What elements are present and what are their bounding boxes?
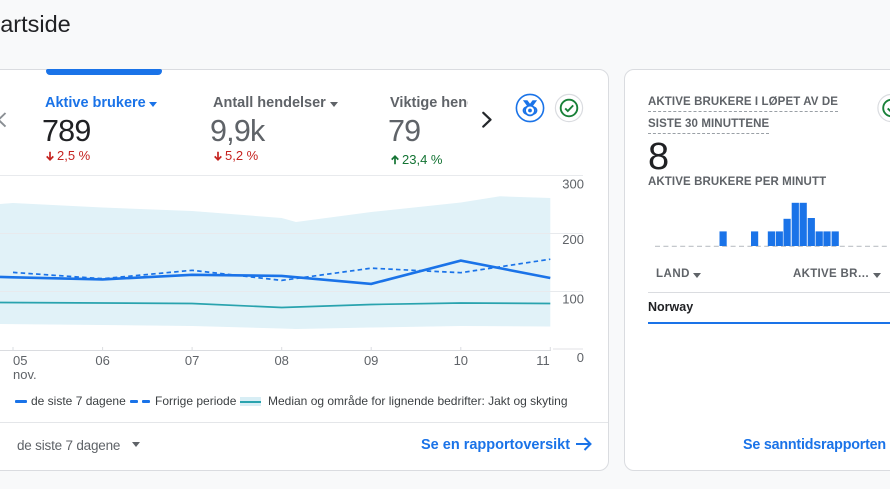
- svg-text:05: 05: [13, 353, 27, 368]
- svg-text:06: 06: [95, 353, 109, 368]
- svg-text:09: 09: [364, 353, 378, 368]
- svg-text:200: 200: [562, 232, 584, 247]
- svg-text:08: 08: [274, 353, 288, 368]
- svg-text:11: 11: [536, 353, 550, 368]
- svg-text:0: 0: [577, 350, 584, 365]
- svg-text:07: 07: [185, 353, 199, 368]
- svg-text:nov.: nov.: [13, 367, 37, 382]
- svg-text:300: 300: [562, 177, 584, 192]
- svg-text:10: 10: [454, 353, 468, 368]
- svg-text:100: 100: [562, 292, 584, 307]
